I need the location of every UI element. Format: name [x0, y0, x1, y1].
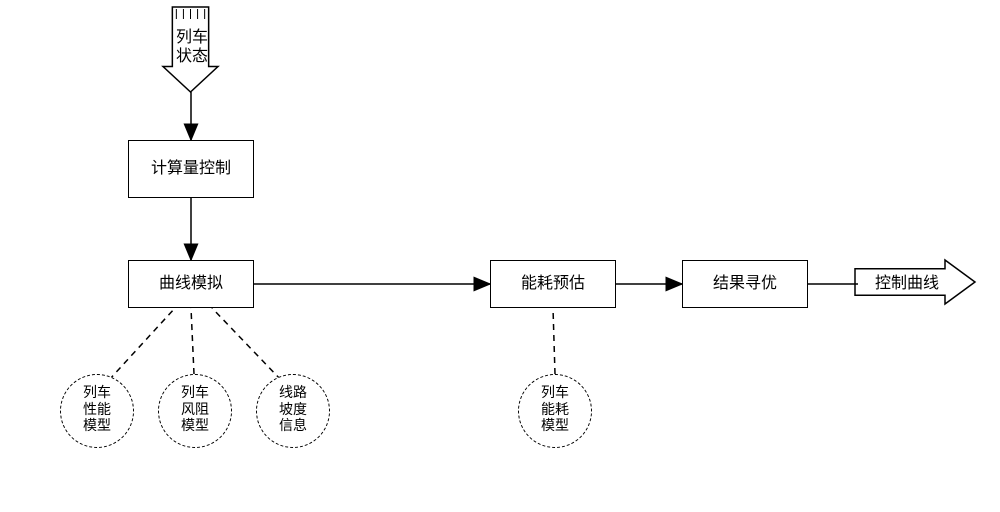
energy-est-label: 能耗预估 — [521, 274, 585, 295]
wind-model-label: 列车风阻模型 — [179, 386, 211, 436]
diagram-canvas — [0, 0, 1000, 512]
energy-est-box: 能耗预估 — [490, 260, 616, 308]
perf-model-circle: 列车性能模型 — [60, 374, 134, 448]
perf-model-label: 列车性能模型 — [81, 386, 113, 436]
input-label-text: 列车状态 — [176, 29, 208, 65]
calc-control-label: 计算量控制 — [151, 159, 231, 180]
curve-sim-box: 曲线模拟 — [128, 260, 254, 308]
result-opt-box: 结果寻优 — [682, 260, 808, 308]
energy-model-circle: 列车能耗模型 — [518, 374, 592, 448]
calc-control-box: 计算量控制 — [128, 140, 254, 198]
output-label-text: 控制曲线 — [875, 275, 939, 292]
result-opt-label: 结果寻优 — [713, 274, 777, 295]
curve-sim-label: 曲线模拟 — [159, 274, 223, 295]
wind-model-circle: 列车风阻模型 — [158, 374, 232, 448]
output-arrow-label: 控制曲线 — [867, 274, 947, 293]
slope-info-label: 线路坡度信息 — [277, 386, 309, 436]
energy-model-label: 列车能耗模型 — [539, 386, 571, 436]
slope-info-circle: 线路坡度信息 — [256, 374, 330, 448]
input-arrow-label: 列车状态 — [172, 28, 212, 66]
